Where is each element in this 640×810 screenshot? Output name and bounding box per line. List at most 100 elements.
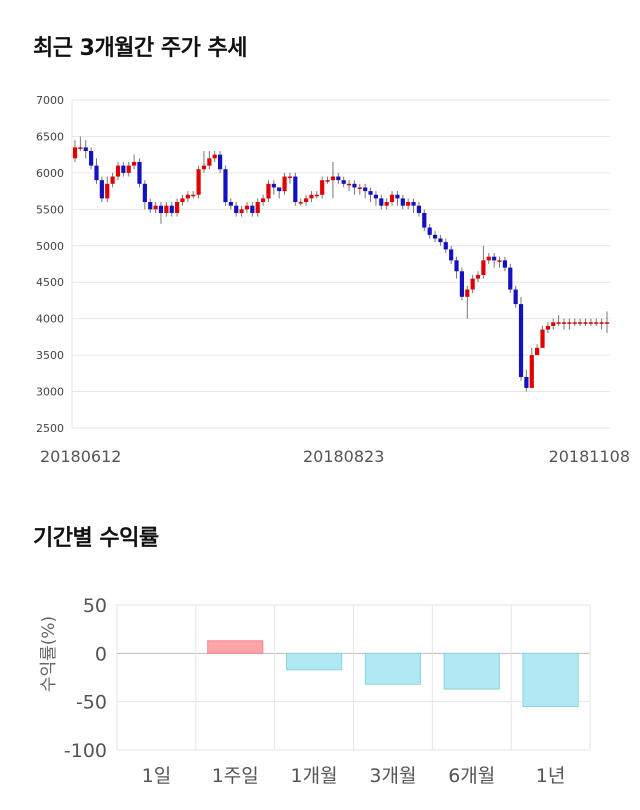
- returns-category-label: 1일: [142, 765, 172, 787]
- candle: [583, 318, 588, 326]
- price-y-tick-label: 3500: [36, 349, 64, 362]
- candle: [594, 318, 599, 326]
- candle: [341, 176, 346, 188]
- candle: [470, 274, 475, 294]
- date-tick-label: 20180823: [303, 447, 384, 466]
- candle-body: [266, 183, 271, 199]
- price-trend-title: 최근 3개월간 주가 추세: [33, 36, 247, 61]
- candle: [121, 161, 126, 177]
- candle: [158, 202, 164, 224]
- candle: [459, 267, 465, 301]
- candle-body: [427, 227, 432, 235]
- candlestick-chart: 7000 6500 6000 5500 5000 4500 4000 3500 3000 2500…: [36, 94, 630, 466]
- price-y-tick-label: 4000: [36, 313, 64, 326]
- price-y-tick-label: 2500: [36, 422, 64, 435]
- candle-body: [78, 147, 83, 149]
- candle: [287, 172, 293, 184]
- candle-body: [535, 347, 540, 356]
- price-y-tick-label: 3000: [36, 386, 64, 399]
- candle-body: [99, 180, 104, 199]
- candle-body: [153, 205, 158, 210]
- candle-body: [175, 202, 180, 213]
- candle-body: [465, 289, 470, 297]
- candle-body: [524, 376, 529, 388]
- candle-body: [449, 249, 454, 261]
- candle-body: [411, 202, 416, 206]
- returns-y-axis-label: 수익률(%): [39, 616, 59, 692]
- candle: [137, 158, 142, 188]
- returns-y-tick-label: 50: [83, 595, 107, 617]
- candle-body: [561, 322, 567, 324]
- candle-body: [384, 202, 389, 206]
- candle-body: [443, 242, 448, 250]
- returns-bar: [207, 640, 264, 654]
- candle: [89, 147, 94, 170]
- candle: [132, 154, 137, 170]
- candle: [438, 234, 443, 246]
- candle-body: [201, 165, 207, 170]
- candle-body: [357, 187, 362, 189]
- candle-body: [416, 205, 422, 213]
- returns-category-label: 1개월: [291, 765, 338, 787]
- candle-body: [470, 278, 475, 290]
- candle: [83, 140, 88, 159]
- candle: [373, 191, 379, 206]
- candle: [244, 202, 250, 213]
- candle: [561, 318, 567, 330]
- price-y-tick-label: 5000: [36, 240, 64, 253]
- candle: [282, 172, 287, 195]
- candle: [363, 183, 368, 199]
- price-y-tick-label: 6000: [36, 167, 64, 180]
- candle: [314, 191, 319, 199]
- candle: [260, 194, 266, 206]
- candle-body: [298, 202, 303, 204]
- candle: [217, 151, 223, 173]
- candle-body: [330, 176, 336, 181]
- candle-body: [578, 322, 583, 324]
- candle: [255, 198, 260, 217]
- candle-body: [89, 151, 94, 166]
- candle: [379, 194, 384, 210]
- candle: [148, 198, 153, 213]
- candle: [454, 256, 459, 279]
- candle-body: [556, 322, 561, 324]
- candle: [72, 140, 78, 162]
- returns-y-tick-label: -100: [64, 740, 107, 762]
- candle-body: [481, 260, 486, 275]
- candle-body: [572, 322, 577, 324]
- candle: [422, 209, 427, 232]
- candle: [535, 344, 540, 356]
- candle-body: [529, 355, 534, 388]
- returns-gridlines: [116, 604, 591, 751]
- candle-body: [142, 183, 147, 203]
- candle-body: [363, 187, 368, 192]
- candle: [540, 325, 545, 348]
- candle: [588, 318, 593, 326]
- candle-body: [158, 205, 164, 213]
- returns-bar: [364, 652, 422, 685]
- candle: [406, 198, 411, 210]
- candle: [357, 183, 362, 195]
- candle: [389, 191, 395, 206]
- candle-body: [180, 198, 185, 203]
- candle: [513, 285, 518, 308]
- candle-body: [567, 322, 572, 324]
- candle: [427, 223, 432, 239]
- candle-body: [459, 271, 465, 297]
- candles: [72, 136, 610, 392]
- candle: [330, 161, 336, 199]
- date-tick-label: 20180612: [40, 447, 121, 466]
- candle-body: [422, 212, 427, 228]
- candle: [443, 238, 448, 254]
- candle-body: [196, 169, 201, 195]
- candle-body: [325, 180, 330, 182]
- candle: [115, 161, 121, 181]
- candle: [508, 264, 513, 294]
- candle-body: [287, 176, 293, 179]
- candle: [207, 151, 212, 170]
- candle-body: [228, 202, 233, 206]
- returns-bars: [207, 640, 579, 707]
- candle-body: [368, 191, 373, 195]
- candle: [486, 253, 491, 264]
- candle: [212, 151, 217, 162]
